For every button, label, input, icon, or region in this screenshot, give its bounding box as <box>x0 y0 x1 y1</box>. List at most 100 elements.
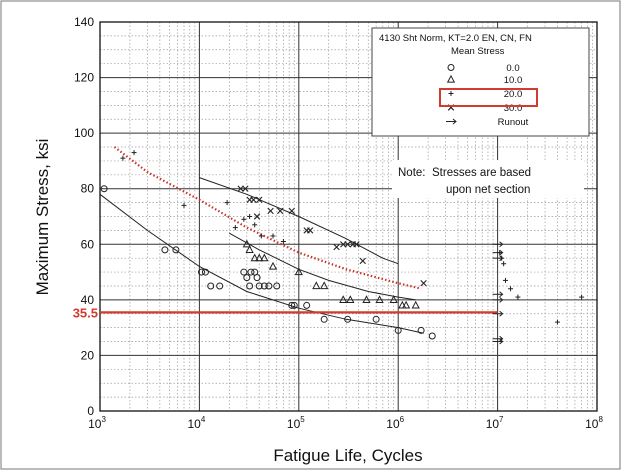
data-point <box>312 281 321 290</box>
data-point <box>344 315 352 323</box>
x-tick-label: 105 <box>287 415 305 431</box>
data-point <box>253 213 261 220</box>
marker-shape <box>161 246 169 254</box>
x-tick-exponent: 5 <box>300 415 305 424</box>
legend-entries: 0.010.0 20.0 30.0 Runout <box>446 63 529 128</box>
data-point <box>411 300 420 309</box>
data-point <box>216 282 224 290</box>
marker-shape <box>277 207 284 215</box>
marker-shape <box>362 295 371 303</box>
x-tick-label: 103 <box>88 415 106 431</box>
data-point <box>579 294 585 300</box>
data-point <box>290 301 298 309</box>
marker-shape <box>294 267 303 276</box>
marker-shape <box>245 245 254 253</box>
marker-shape <box>499 291 504 298</box>
legend: 4130 Sht Norm, KT=2.0 EN, CN, FN Mean St… <box>371 27 590 137</box>
data-point <box>250 253 259 262</box>
marker-shape <box>253 213 261 220</box>
data-point <box>265 282 273 290</box>
series-30.0 <box>237 185 427 287</box>
data-point <box>258 233 264 239</box>
legend-highlight-box <box>439 88 538 107</box>
data-point <box>224 200 230 206</box>
x-tick-exponent: 6 <box>400 415 405 424</box>
marker-shape <box>253 274 261 282</box>
data-point <box>294 267 303 276</box>
data-point <box>198 268 206 276</box>
marker-shape <box>207 282 215 290</box>
data-point <box>280 239 286 245</box>
marker-shape <box>344 241 351 248</box>
fit-curve-20.0 <box>113 146 422 290</box>
x-tick-exponent: 3 <box>101 415 106 424</box>
data-point <box>417 326 425 334</box>
x-tick-base: 10 <box>88 417 102 431</box>
data-point <box>243 274 251 282</box>
data-point <box>492 296 504 303</box>
data-point <box>420 279 427 287</box>
marker-shape <box>359 257 366 265</box>
marker-shape <box>255 282 263 290</box>
data-point <box>252 222 258 228</box>
data-point <box>268 261 278 270</box>
y-tick-label: 100 <box>74 126 94 140</box>
data-point <box>260 282 268 290</box>
data-point <box>333 243 340 251</box>
marker-shape <box>100 185 108 193</box>
data-point <box>161 246 169 254</box>
legend-marker <box>447 64 455 71</box>
data-point <box>288 301 296 309</box>
marker-shape <box>312 281 321 290</box>
marker-shape <box>417 326 425 334</box>
marker-shape <box>420 279 427 287</box>
data-point <box>375 295 384 303</box>
legend-entry-0-0: 0.0 <box>447 63 520 74</box>
series-0.0 <box>100 185 436 340</box>
marker-shape <box>499 338 504 345</box>
legend-title: 4130 Sht Norm, KT=2.0 EN, CN, FN <box>379 33 532 44</box>
data-point <box>303 301 311 309</box>
data-point <box>131 150 137 156</box>
marker-shape <box>172 246 180 254</box>
series-10.0 <box>242 239 420 309</box>
marker-shape <box>333 243 340 251</box>
data-point <box>201 268 209 276</box>
data-point <box>362 295 371 303</box>
y-axis-title: Maximum Stress, ksi <box>33 139 52 296</box>
legend-entry-20-0: 20.0 <box>448 89 522 100</box>
marker-shape <box>273 282 281 290</box>
marker-shape <box>353 241 360 248</box>
y-tick-label: 80 <box>81 182 95 196</box>
marker-shape <box>375 295 384 303</box>
data-point <box>428 332 436 340</box>
data-point <box>181 202 187 208</box>
data-point <box>232 225 238 231</box>
data-point <box>492 255 504 262</box>
fit-curve-0.0 <box>99 193 424 334</box>
data-point <box>401 300 411 309</box>
marker-shape <box>216 282 224 290</box>
marker-shape <box>268 261 278 270</box>
marker-shape <box>372 315 380 323</box>
data-point <box>245 245 254 253</box>
y-tick-label: 40 <box>81 293 95 307</box>
series-Runout <box>492 241 504 345</box>
note: Note: Stresses are based upon net sectio… <box>392 160 584 198</box>
marker-shape <box>243 274 251 282</box>
fit-curve-10.0 <box>229 232 416 301</box>
marker-shape <box>447 64 455 71</box>
y-tick-label: 20 <box>81 348 95 362</box>
data-point <box>344 241 351 248</box>
marker-shape <box>499 241 504 248</box>
data-point <box>353 241 360 248</box>
marker-shape <box>288 301 296 309</box>
marker-shape <box>452 118 457 125</box>
legend-label: 0.0 <box>506 63 519 74</box>
marker-shape <box>411 300 420 309</box>
marker-shape <box>499 249 504 256</box>
fit-curves <box>99 146 424 334</box>
data-point <box>253 274 261 282</box>
data-point <box>288 207 295 215</box>
